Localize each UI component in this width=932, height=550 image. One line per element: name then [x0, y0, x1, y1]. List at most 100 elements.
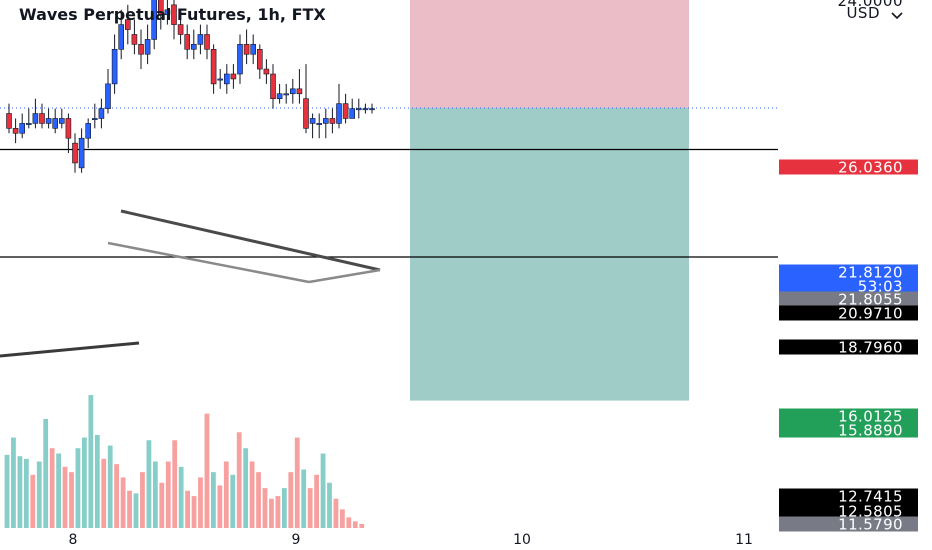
candle [355, 98, 362, 119]
candle-body [78, 137, 85, 169]
volume-bar [281, 488, 287, 528]
candle-body [72, 142, 78, 164]
volume-bar [62, 466, 68, 528]
candle [369, 103, 375, 114]
candle [336, 83, 342, 129]
candle-body [329, 118, 336, 124]
candle [118, 9, 124, 60]
price-tag[interactable] [779, 516, 918, 532]
candle [289, 78, 296, 104]
candle-body [92, 118, 98, 120]
candle-body [204, 34, 210, 50]
candle-body [263, 68, 270, 75]
candle [138, 29, 144, 70]
candle [177, 14, 184, 45]
candle [342, 93, 349, 124]
candle [125, 4, 131, 45]
currency-label: USD [846, 4, 880, 22]
candle-body [39, 113, 45, 124]
candle-body [342, 103, 349, 119]
price-tag[interactable] [779, 422, 918, 438]
triangle-lower-trendline[interactable] [107, 241, 310, 284]
volume-bar [243, 448, 249, 528]
price-axis[interactable]: 32.000030.000028.000024.000018.000014.00… [778, 0, 932, 550]
volume-bar [198, 477, 203, 528]
candle [19, 113, 26, 139]
candle-body [138, 44, 144, 55]
candle [230, 64, 237, 89]
candle [316, 113, 323, 139]
candle [105, 69, 111, 114]
volume-bar [49, 448, 55, 528]
candle-body [6, 113, 12, 129]
candle [303, 64, 309, 134]
candle [58, 108, 65, 129]
candle [329, 108, 336, 134]
price-tag[interactable] [779, 339, 918, 355]
volume-bar [30, 474, 36, 528]
candle-body [158, 0, 164, 16]
price-tag[interactable] [779, 278, 918, 294]
candle-body [256, 48, 263, 70]
volume-bar [69, 472, 74, 528]
candle-body [12, 128, 19, 134]
candle [224, 64, 230, 94]
candle [39, 103, 45, 129]
candle-body [210, 48, 217, 85]
price-tag-label: 21.8055 [838, 291, 903, 309]
candle-body [164, 9, 171, 16]
chevron-down-icon[interactable] [891, 12, 903, 20]
volume-bar [314, 474, 319, 528]
price-tag[interactable] [779, 305, 918, 321]
candle-body [105, 83, 111, 109]
candle-body [349, 108, 356, 119]
price-tag[interactable] [779, 408, 918, 424]
triangle-apex-line[interactable] [308, 268, 381, 284]
candle [237, 34, 243, 84]
price-tag-label: 11.5790 [838, 516, 903, 534]
candle [144, 24, 151, 65]
triangle-upper-trendline[interactable] [120, 209, 381, 272]
price-tag-label: 26.0360 [838, 159, 903, 177]
volume-bar [43, 418, 49, 528]
candle-body [118, 24, 124, 50]
take-profit-zone[interactable] [410, 107, 689, 401]
volume-bar [320, 453, 326, 528]
candle-body [224, 73, 230, 85]
candle-body [184, 34, 190, 50]
candle [12, 118, 19, 144]
candle [296, 69, 303, 104]
plot-area[interactable] [0, 0, 778, 550]
price-tag[interactable] [779, 264, 918, 280]
stop-loss-zone[interactable] [410, 0, 689, 108]
candle [270, 64, 276, 109]
lower-trendline[interactable] [0, 341, 140, 358]
candle-body [85, 123, 91, 139]
price-tag[interactable] [779, 159, 918, 175]
candle-body [19, 123, 26, 134]
candle-body [230, 73, 237, 80]
candle [111, 34, 118, 94]
candle [164, 0, 171, 25]
price-tag[interactable] [779, 488, 918, 504]
candle-body [309, 118, 316, 124]
price-tag-label: 16.0125 [838, 408, 903, 426]
price-tag[interactable] [779, 503, 918, 519]
volume-bar [256, 472, 261, 528]
candle-body [250, 44, 256, 55]
volume-bar [211, 472, 216, 528]
price-tag-label: 15.8890 [838, 422, 903, 440]
time-axis[interactable]: 8 9 10 11 [69, 532, 753, 548]
volume-bar [159, 482, 165, 528]
volume-bar [217, 485, 223, 528]
volume-bar [107, 445, 113, 528]
volume-bar [359, 524, 365, 528]
candle-body [336, 103, 342, 124]
volume-bar [230, 474, 236, 528]
candle-body [25, 123, 32, 125]
price-tag[interactable] [779, 291, 918, 307]
volume-bar [101, 458, 107, 528]
candle-body [289, 88, 296, 95]
candle-body [45, 118, 52, 124]
